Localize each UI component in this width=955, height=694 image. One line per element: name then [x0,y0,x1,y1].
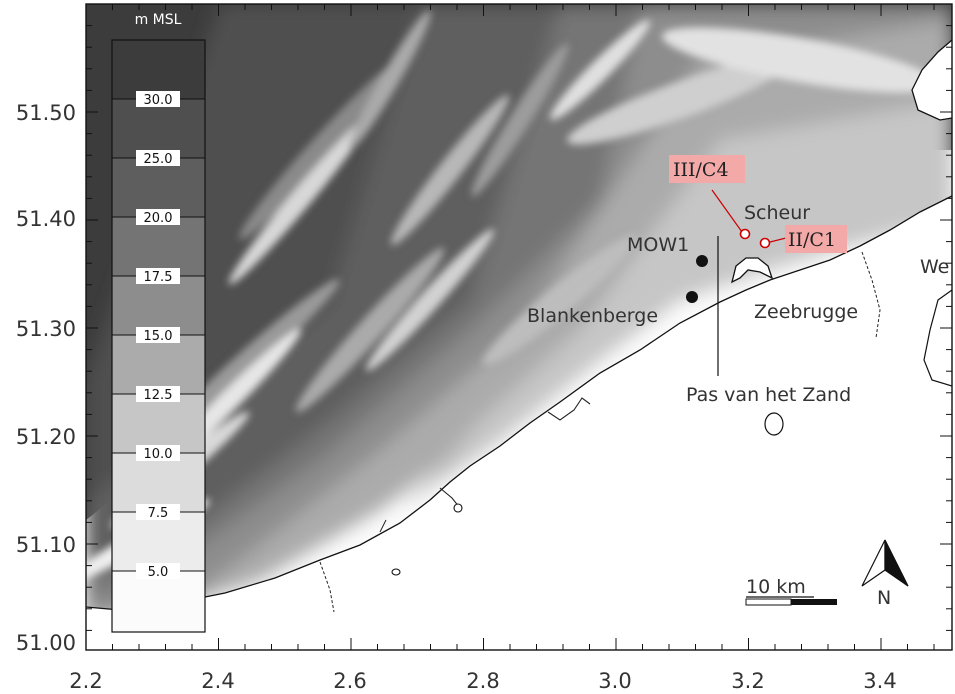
place-label-pas-van-het-zand: Pas van het Zand [686,384,851,406]
legend-value: 17.5 [144,270,173,285]
station-label-c4: III/C4 [673,159,729,181]
legend-value: 15.0 [144,329,173,344]
x-tick-label: 2.2 [69,669,102,693]
mow1-marker [696,255,708,267]
scale-bar-label: 10 km [746,576,806,598]
place-label-mow1: MOW1 [627,234,689,256]
y-tick-label: 51.10 [16,533,76,557]
y-tick-label: 51.20 [16,425,76,449]
legend-value: 5.0 [148,565,169,580]
x-tick-label: 3.2 [731,669,764,693]
legend-value: 30.0 [144,93,173,108]
station-c1-marker [759,237,771,249]
y-tick-label: 51.50 [16,101,76,125]
coastline [86,195,952,611]
y-tick-label: 51.00 [16,631,76,655]
place-label-scheur: Scheur [744,202,810,224]
north-arrow-label: N [877,587,891,609]
y-tick-label: 51.40 [16,207,76,231]
north-arrow-icon: N [861,539,909,609]
axis-ticks [85,3,952,650]
land-area [86,196,952,650]
bathymetry-map [86,4,952,650]
depth-legend: m MSL 30.0 25.0 20.0 17.5 15.0 [111,12,206,633]
x-tick-label: 3.0 [598,669,631,693]
plot-frame [85,3,953,651]
scale-bar: 10 km [745,576,837,606]
westerschelde-shore [911,39,952,121]
station-c4-marker [739,228,751,240]
x-tick-label: 2.6 [333,669,366,693]
y-tick-label: 51.30 [16,317,76,341]
legend-value: 20.0 [144,211,173,226]
x-tick-label: 2.4 [201,669,234,693]
legend-value: 25.0 [144,152,173,167]
place-label-blankenberge: Blankenberge [527,305,658,327]
zeebrugge-harbour [731,257,774,284]
legend-value: 7.5 [148,506,169,521]
place-label-we: We [920,256,949,278]
legend-value: 12.5 [144,388,173,403]
x-axis-labels: 2.2 2.4 2.6 2.8 3.0 3.2 3.4 [69,669,896,693]
legend-value: 10.0 [144,447,173,462]
blankenberge-marker [686,291,698,303]
y-axis-labels: 51.50 51.40 51.30 51.20 51.10 51.00 [16,101,76,655]
legend-unit-label: m MSL [135,12,182,28]
station-label-c1: II/C1 [788,229,836,251]
x-tick-label: 3.4 [863,669,896,693]
place-label-zeebrugge: Zeebrugge [754,301,858,323]
x-tick-label: 2.8 [466,669,499,693]
